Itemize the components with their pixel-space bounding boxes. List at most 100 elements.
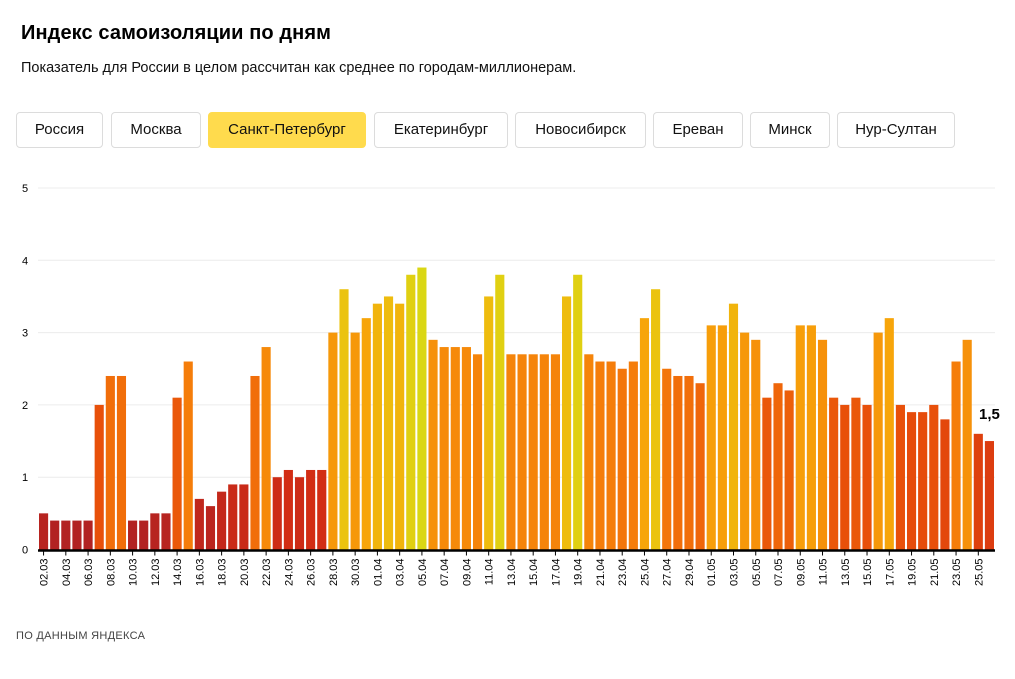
tab-moscow[interactable]: Москва: [111, 112, 201, 148]
bar[interactable]: [728, 303, 739, 550]
bar[interactable]: [717, 325, 727, 550]
bar[interactable]: [128, 520, 138, 550]
bar[interactable]: [472, 354, 483, 550]
bar[interactable]: [495, 274, 505, 550]
bar[interactable]: [484, 296, 494, 550]
bar[interactable]: [962, 339, 972, 550]
bar[interactable]: [606, 361, 616, 550]
bar[interactable]: [895, 404, 905, 550]
bar[interactable]: [829, 397, 839, 550]
bar[interactable]: [951, 361, 961, 550]
bar[interactable]: [784, 390, 794, 550]
bar[interactable]: [929, 404, 939, 550]
bar[interactable]: [584, 354, 594, 550]
bar[interactable]: [684, 375, 694, 550]
bar[interactable]: [595, 361, 605, 550]
bar[interactable]: [361, 318, 371, 550]
bar[interactable]: [94, 404, 104, 550]
tab-saint-petersburg[interactable]: Санкт-Петербург: [208, 112, 366, 148]
bar[interactable]: [628, 361, 638, 550]
bar[interactable]: [706, 325, 716, 550]
bar[interactable]: [751, 339, 761, 550]
bar-chart: 0 1 2 3 4 5 02.03 04.03 06.03 08.03 10.03 12.03 14.0…: [22, 183, 1000, 587]
bar[interactable]: [328, 332, 338, 550]
bar[interactable]: [339, 289, 349, 550]
bar[interactable]: [662, 368, 672, 550]
bar[interactable]: [573, 274, 583, 550]
bar[interactable]: [194, 498, 204, 550]
bar[interactable]: [83, 520, 93, 550]
bar[interactable]: [72, 520, 82, 550]
bar[interactable]: [372, 303, 382, 550]
bar[interactable]: [806, 325, 816, 550]
bar[interactable]: [550, 354, 561, 550]
bar[interactable]: [506, 354, 516, 550]
tab-yekaterinburg[interactable]: Екатеринбург: [374, 112, 508, 148]
bar[interactable]: [172, 397, 182, 550]
bar[interactable]: [840, 404, 850, 550]
bar[interactable]: [183, 361, 193, 550]
bar[interactable]: [217, 491, 227, 550]
bar[interactable]: [39, 513, 49, 550]
bar[interactable]: [940, 419, 950, 550]
bar[interactable]: [139, 520, 149, 550]
bar[interactable]: [228, 484, 238, 550]
bar[interactable]: [984, 441, 994, 550]
bar[interactable]: [639, 318, 650, 550]
bar[interactable]: [150, 513, 160, 550]
bar[interactable]: [261, 347, 271, 550]
bar[interactable]: [383, 296, 394, 550]
bar[interactable]: [873, 332, 883, 550]
bar[interactable]: [795, 325, 805, 550]
bar[interactable]: [406, 274, 416, 550]
bar[interactable]: [272, 477, 282, 550]
bar[interactable]: [50, 520, 60, 550]
bar[interactable]: [439, 347, 449, 550]
bar[interactable]: [205, 506, 216, 550]
bar[interactable]: [461, 347, 471, 550]
bar[interactable]: [918, 412, 928, 550]
bar[interactable]: [317, 469, 327, 550]
bar[interactable]: [740, 332, 750, 550]
x-tick-label: 30.03: [350, 559, 362, 587]
tab-nur-sultan[interactable]: Нур-Султан: [837, 112, 955, 148]
bar[interactable]: [651, 289, 661, 550]
bar[interactable]: [283, 469, 293, 550]
bar[interactable]: [851, 397, 861, 550]
bar[interactable]: [61, 520, 71, 550]
bar[interactable]: [673, 375, 683, 550]
bar[interactable]: [450, 347, 460, 550]
bar[interactable]: [306, 469, 316, 550]
bar[interactable]: [695, 383, 705, 550]
bar[interactable]: [884, 318, 894, 550]
y-tick-label: 2: [22, 400, 28, 412]
bar[interactable]: [239, 484, 249, 550]
bar[interactable]: [428, 339, 438, 550]
bar[interactable]: [350, 332, 360, 550]
bar[interactable]: [395, 303, 405, 550]
bar[interactable]: [817, 339, 828, 550]
bar[interactable]: [250, 375, 260, 550]
bar[interactable]: [528, 354, 538, 550]
bar[interactable]: [562, 296, 572, 550]
tab-novosibirsk[interactable]: Новосибирск: [515, 112, 646, 148]
tab-minsk[interactable]: Минск: [750, 112, 830, 148]
x-tick-label: 09.05: [795, 559, 807, 587]
bar[interactable]: [906, 412, 917, 550]
bar[interactable]: [517, 354, 527, 550]
x-tick-label: 29.04: [684, 559, 696, 587]
bar[interactable]: [539, 354, 549, 550]
bar[interactable]: [973, 433, 983, 550]
bar[interactable]: [773, 383, 783, 550]
bar[interactable]: [161, 513, 171, 550]
bar[interactable]: [417, 267, 427, 550]
bar[interactable]: [294, 477, 305, 550]
bar[interactable]: [116, 375, 127, 550]
x-tick-label: 05.04: [417, 559, 429, 587]
tab-yerevan[interactable]: Ереван: [653, 112, 743, 148]
bar[interactable]: [617, 368, 627, 550]
bar[interactable]: [105, 375, 115, 550]
bar[interactable]: [762, 397, 772, 550]
bar[interactable]: [862, 404, 872, 550]
tab-russia[interactable]: Россия: [16, 112, 103, 148]
